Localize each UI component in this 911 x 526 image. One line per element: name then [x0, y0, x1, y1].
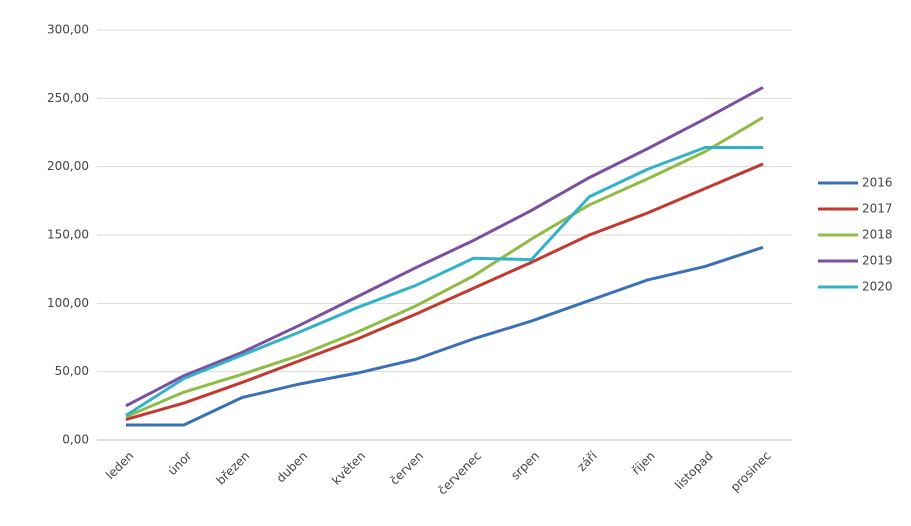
legend-label: 2017 — [862, 202, 893, 216]
series-line — [125, 162, 764, 421]
y-tick-label: 0,00 — [62, 433, 89, 447]
legend-label: 2020 — [862, 280, 893, 294]
y-tick-label: 50,00 — [55, 364, 89, 378]
series-line — [125, 245, 764, 427]
y-tick-label: 250,00 — [47, 91, 89, 105]
y-tick-label: 300,00 — [47, 23, 89, 37]
legend-label: 2018 — [862, 228, 893, 242]
legend-label: 2019 — [862, 254, 893, 268]
series-line — [125, 86, 764, 408]
y-tick-label: 200,00 — [47, 159, 89, 173]
series-line — [125, 146, 764, 417]
y-tick-label: 100,00 — [47, 296, 89, 310]
series-line — [125, 116, 764, 419]
y-tick-label: 150,00 — [47, 228, 89, 242]
legend-label: 2016 — [862, 176, 893, 190]
